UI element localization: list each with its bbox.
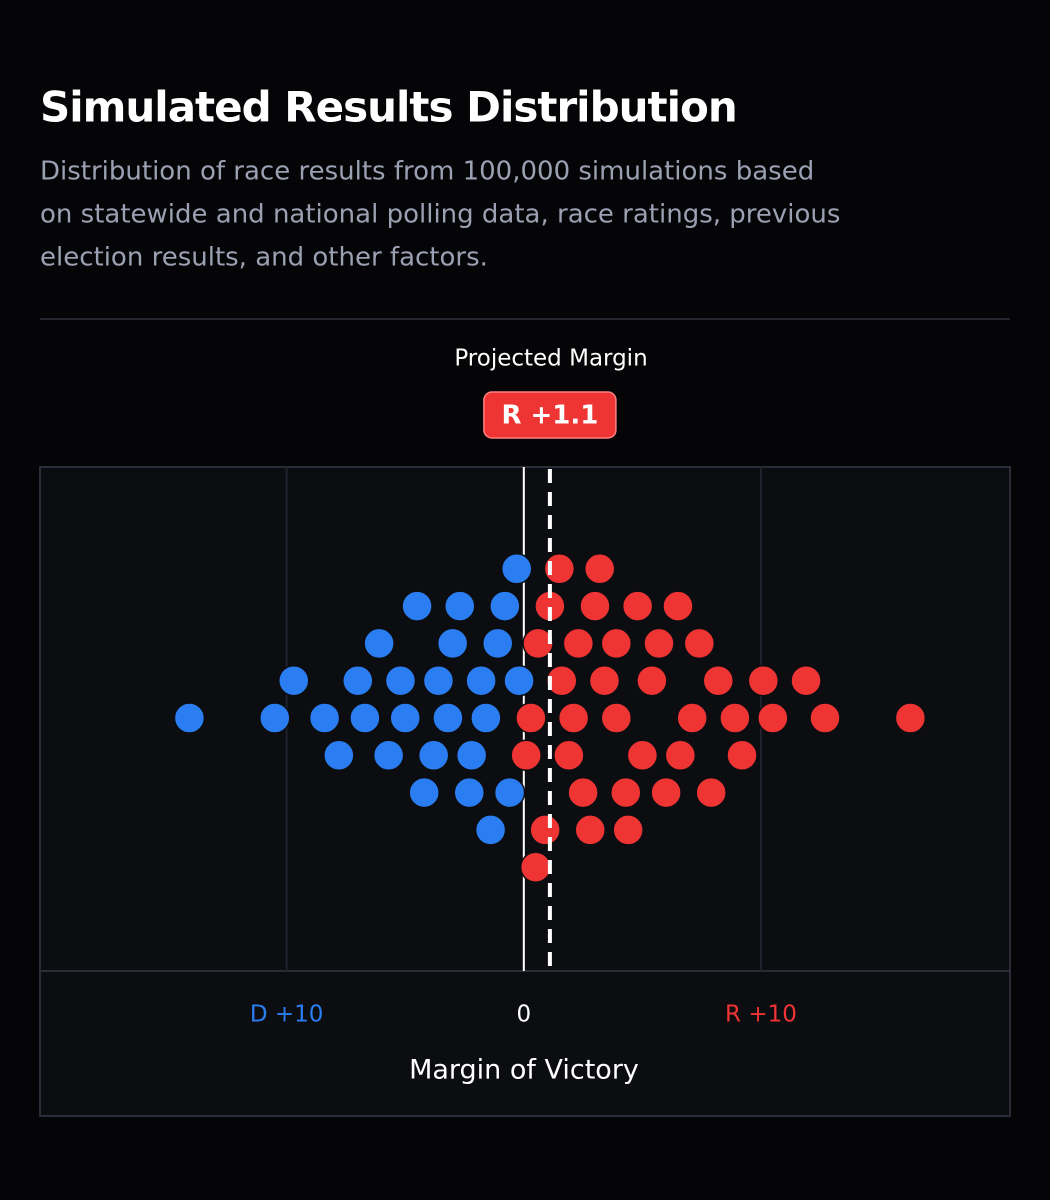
dot	[894, 702, 927, 734]
dot	[662, 590, 694, 622]
dot	[500, 553, 533, 585]
dot	[626, 739, 659, 772]
dot	[363, 627, 395, 660]
dot	[588, 664, 621, 697]
dot	[683, 627, 716, 660]
dot	[553, 739, 585, 772]
dot	[481, 627, 514, 660]
dot	[809, 702, 841, 734]
chart-title: Simulated Results Distribution	[40, 83, 737, 132]
dot	[259, 702, 291, 734]
x-tick-label: R +10	[725, 1002, 797, 1028]
dot	[503, 664, 535, 697]
projected-badge	[483, 391, 617, 439]
dot	[726, 739, 758, 772]
dot	[173, 702, 206, 734]
x-tick-label: 0	[516, 1002, 531, 1028]
dot	[695, 776, 727, 809]
dot	[436, 627, 469, 660]
dot	[747, 664, 780, 697]
dot	[422, 664, 455, 697]
dot	[643, 627, 675, 660]
dot	[401, 590, 433, 622]
dot	[664, 739, 697, 772]
dot	[702, 664, 735, 697]
dot	[384, 664, 417, 697]
dot	[650, 776, 682, 809]
dot	[522, 627, 554, 660]
dot	[493, 776, 526, 809]
dot	[519, 851, 552, 883]
subtitle-line: on statewide and national polling data, …	[40, 200, 840, 230]
dot	[510, 739, 542, 772]
dot	[389, 702, 421, 734]
dot	[579, 590, 611, 622]
dot	[489, 590, 521, 622]
projected-title: Projected Margin	[454, 346, 647, 372]
dot	[432, 702, 464, 734]
dot	[557, 702, 590, 734]
dot	[453, 776, 486, 809]
dot	[515, 702, 547, 734]
dot	[444, 590, 476, 622]
dot	[546, 664, 578, 697]
dot	[465, 664, 497, 697]
dot	[417, 739, 450, 772]
projected-label: R +1.1	[501, 401, 598, 431]
dot	[474, 814, 507, 846]
dot	[574, 814, 606, 846]
dot	[600, 627, 633, 660]
dot	[562, 627, 595, 660]
subtitle-line: Distribution of race results from 100,00…	[40, 157, 814, 187]
dot	[342, 664, 374, 697]
dot	[583, 553, 616, 585]
dot	[323, 739, 355, 772]
dot	[567, 776, 599, 809]
dot	[719, 702, 751, 734]
dot	[612, 814, 644, 846]
dot	[676, 702, 708, 734]
dot	[308, 702, 341, 734]
dot	[470, 702, 502, 734]
dot	[455, 739, 488, 772]
dot	[278, 664, 310, 697]
dot	[408, 776, 440, 809]
dot	[372, 739, 405, 772]
subtitle-line: election results, and other factors.	[40, 243, 488, 273]
x-tick-label: D +10	[250, 1002, 324, 1028]
dot	[349, 702, 381, 734]
dot	[757, 702, 789, 734]
x-axis-title: Margin of Victory	[409, 1055, 639, 1086]
dot	[529, 814, 561, 846]
dot	[600, 702, 633, 734]
dot	[621, 590, 654, 622]
dot	[610, 776, 642, 809]
dot	[790, 664, 822, 697]
dot	[636, 664, 668, 697]
